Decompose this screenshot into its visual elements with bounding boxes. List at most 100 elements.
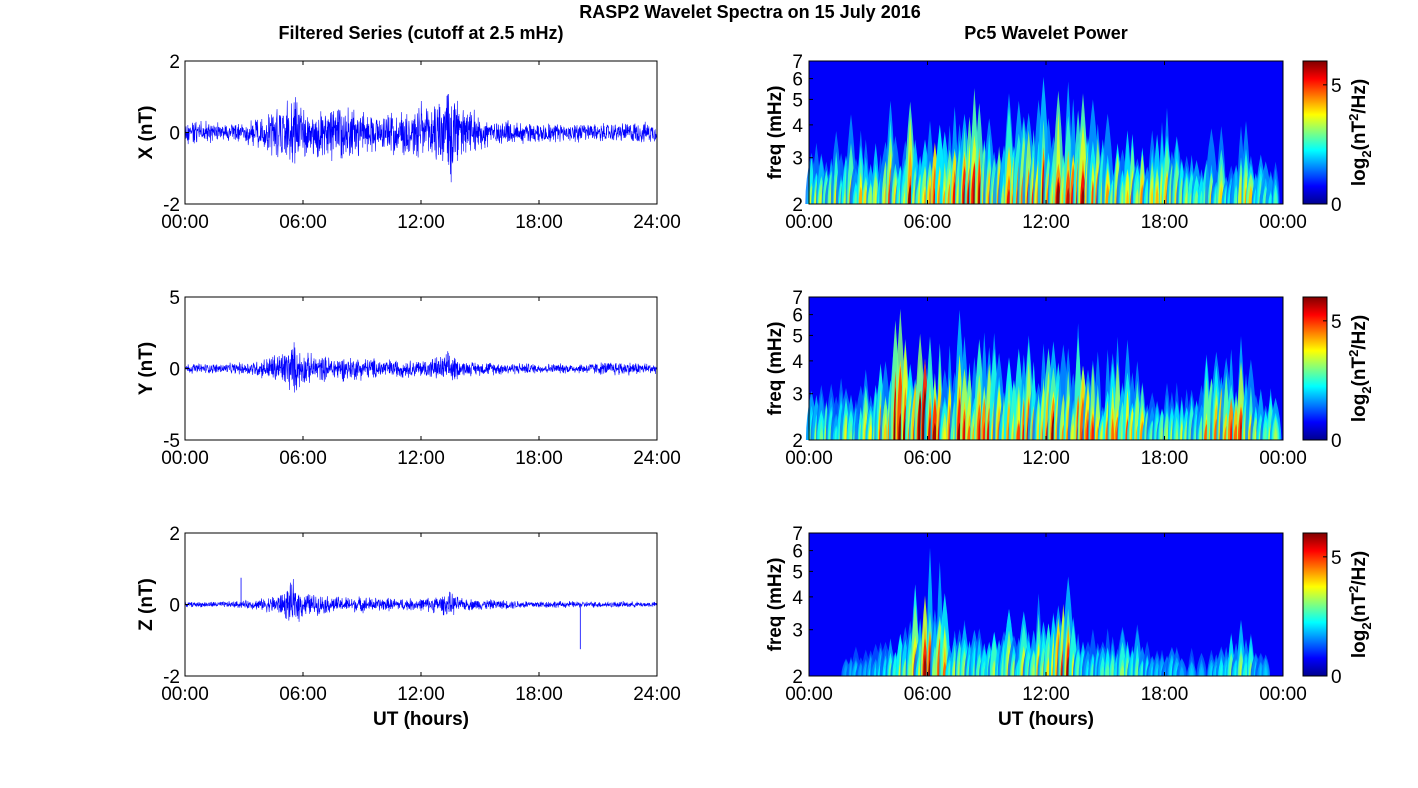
ytick-label: 4 bbox=[792, 116, 803, 137]
heatmap-cell bbox=[883, 423, 888, 440]
ytick-label: 0 bbox=[169, 124, 180, 145]
ytick-label: 4 bbox=[792, 588, 803, 609]
heatmap-cell bbox=[1091, 420, 1095, 440]
heatmap-cell bbox=[1125, 170, 1130, 204]
heatmap-xtick-label: 12:00 bbox=[1022, 448, 1070, 469]
colorbar-tick-label: 5 bbox=[1331, 76, 1342, 97]
y-axis-label: freq (mHz) bbox=[765, 322, 786, 416]
series-xtick-label: 18:00 bbox=[515, 212, 563, 233]
series-xtick-label: 12:00 bbox=[397, 212, 445, 233]
series-xtick-label: 06:00 bbox=[279, 212, 327, 233]
heatmap-cell bbox=[943, 426, 947, 440]
heatmap-cell bbox=[1150, 186, 1154, 204]
y-axis-label: freq (mHz) bbox=[765, 86, 786, 180]
heatmap-cell bbox=[1264, 666, 1268, 676]
colorbar-tick-label: 0 bbox=[1331, 667, 1342, 688]
series-xtick-label: 24:00 bbox=[633, 448, 681, 469]
heatmap-cell bbox=[1190, 667, 1194, 676]
colorbar-gradient bbox=[1302, 296, 1328, 441]
heatmap-cell bbox=[1135, 189, 1140, 204]
colorbar-gradient bbox=[1302, 532, 1328, 677]
heatmap-cell bbox=[1032, 663, 1036, 676]
heatmap-cell bbox=[1274, 427, 1278, 440]
heatmap-cells bbox=[805, 76, 1280, 204]
heatmap-xtick-label: 00:00 bbox=[785, 448, 833, 469]
ytick-label: 5 bbox=[792, 326, 803, 347]
ytick-label: 2 bbox=[792, 431, 803, 452]
series-line bbox=[184, 342, 658, 393]
heatmap-cell bbox=[1105, 663, 1110, 676]
ytick-label: -2 bbox=[163, 195, 180, 216]
time-series-panel-x: -2 0 2 00:00 06:00 12:00 18:00 24:00 X (nT) bbox=[136, 52, 681, 233]
series-xlabel: UT (hours) bbox=[373, 709, 469, 730]
ytick-label: 2 bbox=[792, 667, 803, 688]
time-series-panel-z: -2 0 2 00:00 06:00 12:00 18:00 24:00 UT (hours) Z… bbox=[136, 524, 681, 730]
heatmap-xtick-label: 00:00 bbox=[785, 212, 833, 233]
heatmap-cell bbox=[1120, 665, 1125, 676]
ytick-label: 2 bbox=[169, 524, 180, 545]
heatmap-xtick-label: 18:00 bbox=[1141, 212, 1189, 233]
ytick-label: 2 bbox=[169, 52, 180, 73]
heatmap-cell bbox=[1179, 666, 1184, 676]
heatmap-cell bbox=[1111, 663, 1114, 676]
ytick-label: -5 bbox=[163, 431, 180, 452]
ytick-label: 7 bbox=[792, 52, 803, 73]
ytick-label: 2 bbox=[792, 195, 803, 216]
ytick-label: 7 bbox=[792, 288, 803, 309]
heatmap-cell bbox=[1081, 186, 1085, 204]
heatmap-cell bbox=[1219, 664, 1223, 676]
y-axis-label: Y (nT) bbox=[136, 342, 157, 395]
series-xtick-label: 18:00 bbox=[515, 684, 563, 705]
right-column-title: Pc5 Wavelet Power bbox=[964, 23, 1127, 43]
series-xtick-label: 24:00 bbox=[633, 212, 681, 233]
ytick-label: 4 bbox=[792, 352, 803, 373]
heatmap-cell bbox=[1234, 193, 1238, 204]
heatmap-cell bbox=[1155, 184, 1159, 204]
heatmap-xlabel: UT (hours) bbox=[998, 709, 1094, 730]
heatmap-cell bbox=[1175, 428, 1179, 440]
heatmap-cell bbox=[1194, 190, 1199, 204]
ytick-label: 5 bbox=[792, 90, 803, 111]
heatmap-cell bbox=[1100, 665, 1105, 676]
heatmap-cell bbox=[1274, 190, 1277, 204]
heatmap-cell bbox=[992, 660, 996, 676]
heatmap-cell bbox=[978, 417, 981, 440]
heatmap-cell bbox=[854, 190, 858, 204]
heatmap-xtick-label: 00:00 bbox=[785, 684, 833, 705]
heatmap-xtick-label: 06:00 bbox=[904, 448, 952, 469]
series-xtick-label: 00:00 bbox=[161, 684, 209, 705]
heatmap-cells bbox=[841, 547, 1270, 676]
heatmap-cells bbox=[805, 308, 1282, 440]
y-axis-label: freq (mHz) bbox=[765, 558, 786, 652]
series-line bbox=[184, 579, 658, 622]
heatmap-xtick-label: 12:00 bbox=[1022, 684, 1070, 705]
heatmap-cell bbox=[1239, 413, 1243, 440]
ytick-label: 6 bbox=[792, 306, 803, 327]
y-axis-label: X (nT) bbox=[136, 106, 157, 160]
series-xtick-label: 00:00 bbox=[161, 212, 209, 233]
heatmap-xtick-label: 00:00 bbox=[1259, 212, 1307, 233]
ytick-label: 3 bbox=[792, 621, 803, 642]
left-column-title: Filtered Series (cutoff at 2.5 mHz) bbox=[278, 23, 563, 43]
heatmap-cell bbox=[1111, 418, 1115, 440]
heatmap-cell bbox=[1056, 181, 1061, 204]
heatmap-cell bbox=[1165, 423, 1169, 440]
series-xtick-label: 12:00 bbox=[397, 684, 445, 705]
series-xtick-label: 00:00 bbox=[161, 448, 209, 469]
heatmap-xtick-label: 00:00 bbox=[1259, 448, 1307, 469]
colorbar-tick-label: 5 bbox=[1331, 312, 1342, 333]
heatmap-cell bbox=[923, 653, 927, 676]
colorbar-label: log2(nT2/Hz) bbox=[1346, 315, 1374, 422]
heatmap-cell bbox=[849, 429, 853, 440]
heatmap-xtick-label: 06:00 bbox=[904, 212, 952, 233]
figure-title: RASP2 Wavelet Spectra on 15 July 2016 bbox=[579, 2, 921, 22]
ytick-label: 0 bbox=[169, 360, 180, 381]
y-axis-label: Z (nT) bbox=[136, 578, 157, 631]
series-line bbox=[184, 94, 658, 183]
